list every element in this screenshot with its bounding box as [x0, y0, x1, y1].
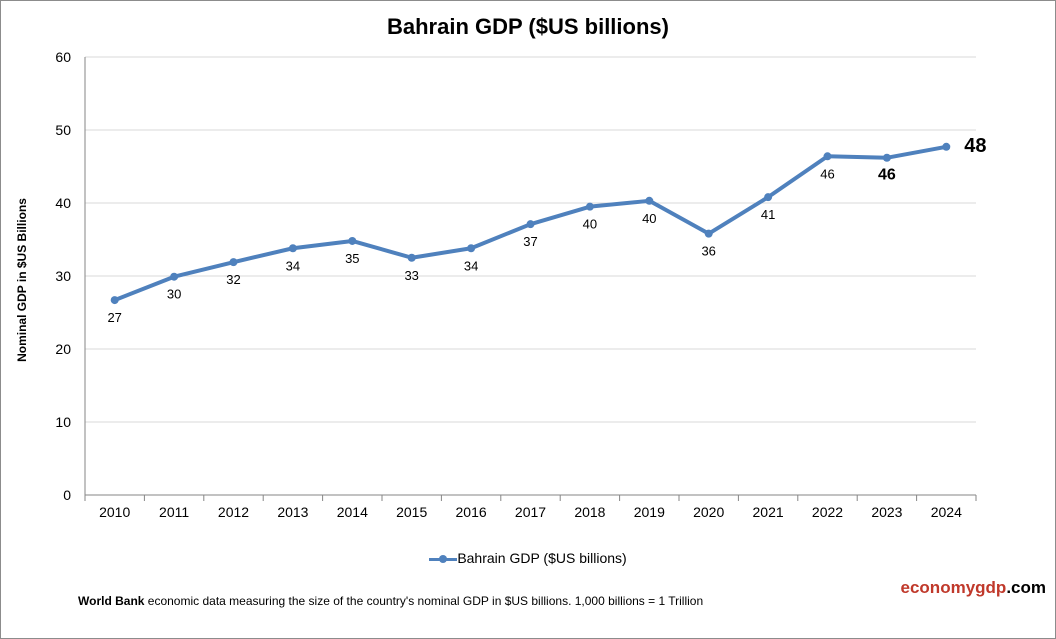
data-label: 48: [964, 135, 986, 157]
data-point: [942, 142, 951, 151]
x-tick-label: 2020: [693, 504, 724, 520]
data-point: [110, 296, 119, 305]
data-label: 40: [583, 217, 597, 232]
data-label: 35: [345, 251, 359, 266]
x-tick-label: 2021: [753, 504, 784, 520]
data-label: 30: [167, 287, 181, 302]
legend: Bahrain GDP ($US billions): [0, 550, 1056, 566]
data-label: 33: [404, 268, 418, 283]
data-point: [585, 202, 594, 211]
data-point: [348, 236, 357, 245]
data-label: 40: [642, 211, 656, 226]
data-label: 34: [286, 258, 300, 273]
x-tick-label: 2015: [396, 504, 427, 520]
data-point: [229, 258, 238, 267]
brand-logo: economygdp.com: [901, 578, 1046, 598]
data-point: [764, 193, 773, 202]
data-point: [467, 244, 476, 253]
data-label: 27: [107, 310, 121, 325]
chart-title: Bahrain GDP ($US billions): [387, 14, 669, 39]
x-tick-label: 2018: [574, 504, 605, 520]
data-point: [882, 153, 891, 162]
x-tick-label: 2010: [99, 504, 130, 520]
y-tick-label: 20: [55, 341, 71, 357]
legend-swatch: [429, 552, 458, 566]
data-label: 37: [523, 234, 537, 249]
y-tick-label: 0: [63, 487, 71, 503]
x-tick-label: 2013: [277, 504, 308, 520]
x-tick-label: 2019: [634, 504, 665, 520]
x-tick-label: 2024: [931, 504, 962, 520]
data-label: 46: [878, 167, 896, 184]
x-tick-label: 2022: [812, 504, 843, 520]
data-label: 32: [226, 272, 240, 287]
x-tick-label: 2011: [159, 504, 189, 520]
legend-label: Bahrain GDP ($US billions): [457, 550, 627, 566]
x-tick-label: 2017: [515, 504, 546, 520]
data-point: [288, 244, 297, 253]
footer-note: World Bank economic data measuring the s…: [78, 594, 703, 608]
y-tick-label: 30: [55, 268, 71, 284]
data-label: 34: [464, 258, 478, 273]
data-point: [704, 229, 713, 238]
data-point: [407, 253, 416, 262]
y-tick-label: 60: [55, 49, 71, 65]
data-point: [170, 272, 179, 281]
x-tick-label: 2014: [337, 504, 368, 520]
data-point: [526, 220, 535, 229]
brand-part2: .com: [1006, 578, 1046, 597]
data-label: 41: [761, 207, 775, 222]
x-tick-label: 2023: [871, 504, 902, 520]
x-tick-label: 2012: [218, 504, 249, 520]
data-label: 36: [701, 244, 715, 259]
data-point: [823, 152, 832, 161]
y-tick-label: 10: [55, 414, 71, 430]
y-tick-label: 50: [55, 122, 71, 138]
data-point: [645, 196, 654, 205]
y-tick-label: 40: [55, 195, 71, 211]
data-label: 46: [820, 166, 834, 181]
footer-text: economic data measuring the size of the …: [144, 594, 704, 608]
footer-source: World Bank: [78, 594, 145, 608]
x-tick-label: 2016: [456, 504, 487, 520]
brand-part1: economygdp: [900, 578, 1007, 597]
